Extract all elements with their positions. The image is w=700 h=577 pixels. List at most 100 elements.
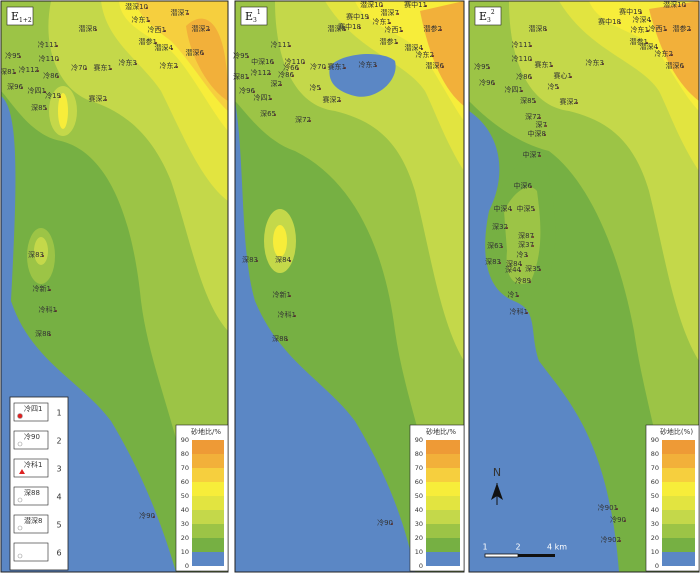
legend-number: 5 — [56, 521, 61, 530]
well-point — [95, 29, 97, 31]
well-point — [146, 7, 148, 9]
well-point — [256, 260, 258, 262]
well-label: 深37 — [518, 240, 534, 249]
well-point — [526, 312, 528, 314]
well-label: 冷96 — [239, 86, 255, 95]
well-point — [442, 66, 444, 68]
well-point — [155, 42, 157, 44]
well-point — [253, 91, 255, 93]
well-point — [19, 56, 21, 58]
well-point — [425, 5, 427, 7]
scale-swatch — [192, 468, 224, 482]
well-label: 潜深4 — [640, 42, 659, 51]
scale-tick-label: 90 — [651, 436, 659, 444]
well-point — [45, 108, 47, 110]
well-point — [344, 29, 346, 31]
well-point — [570, 76, 572, 78]
well-label: 冷新1 — [273, 290, 291, 299]
scale-swatch — [192, 552, 224, 566]
well-label: 冷110 — [512, 54, 532, 63]
well-label: 深87 — [518, 231, 534, 240]
well-point — [544, 134, 546, 136]
well-point — [269, 73, 271, 75]
well-point — [21, 87, 23, 89]
well-point — [49, 289, 51, 291]
well-label: 冷四1 — [505, 85, 523, 94]
legend-marker — [17, 441, 23, 447]
well-label: 中深16 — [251, 57, 274, 66]
well-label: 深81 — [0, 67, 16, 76]
scale-swatch — [426, 510, 460, 524]
scale-tick-label: 20 — [651, 534, 659, 542]
scale-swatch — [662, 454, 695, 468]
scale-tick-label: 20 — [181, 534, 189, 542]
well-label: 冷110 — [285, 57, 305, 66]
scale-tick-label: 30 — [415, 520, 423, 528]
well-label: 冷90 — [377, 518, 393, 527]
well-label: 潜深4 — [155, 43, 174, 52]
panel-title-sub: 3 — [487, 17, 491, 24]
legend-symbol-box — [13, 430, 49, 450]
well-point — [499, 262, 501, 264]
well-point — [247, 77, 249, 79]
panel-title-box — [6, 6, 34, 26]
well-label: 冷东3 — [359, 60, 377, 69]
scale-title: 砂地比/% — [426, 427, 456, 436]
well-point — [526, 255, 528, 257]
well-label: 深88 — [35, 329, 51, 338]
well-label: 冷西1 — [148, 25, 166, 34]
well-label: 潜深4 — [405, 43, 424, 52]
well-label: 潜深6 — [186, 48, 205, 57]
north-arrow: N — [491, 466, 503, 505]
legend-well-label: 冷四1 — [24, 404, 42, 413]
well-point — [171, 48, 173, 50]
well-label: 深44 — [505, 265, 521, 274]
well-label: 冷西1 — [385, 25, 403, 34]
well-label: 冷90 — [610, 515, 626, 524]
scale-swatch — [662, 538, 695, 552]
well-point — [545, 29, 547, 31]
well-label: 潜深6 — [426, 61, 445, 70]
legend-number: 6 — [56, 549, 61, 558]
scale-label: 2 — [515, 543, 520, 552]
well-point — [247, 56, 249, 58]
scale-tick-label: 50 — [651, 492, 659, 500]
well-label: 潜深10 — [663, 0, 686, 9]
well-label: 深63 — [487, 241, 503, 250]
scale-tick-label: 60 — [651, 478, 659, 486]
scale-swatch — [192, 440, 224, 454]
legend-symbol-box — [13, 542, 49, 562]
legend-symbol-box — [13, 514, 49, 534]
legend-marker — [17, 525, 23, 531]
sand-ratio-zone — [275, 1, 464, 361]
well-point — [510, 209, 512, 211]
scale-swatch — [662, 482, 695, 496]
panel-title-sup: 2 — [491, 9, 495, 16]
legend-symbol-box — [13, 486, 49, 506]
scale-tick-label: 10 — [415, 548, 423, 556]
well-point — [56, 45, 58, 47]
well-point — [202, 53, 204, 55]
legend-number: 1 — [56, 409, 61, 418]
legend-number: 4 — [56, 493, 61, 502]
scale-swatch — [192, 482, 224, 496]
scale-tick-label: 40 — [651, 506, 659, 514]
scale-tick-label: 90 — [415, 436, 423, 444]
well-label: 潜深2 — [192, 24, 210, 33]
scale-swatch — [662, 440, 695, 454]
well-point — [493, 83, 495, 85]
sand-ratio-zone — [273, 225, 287, 257]
well-label: 赛深2 — [323, 95, 341, 104]
well-point — [309, 120, 311, 122]
well-label: 赛中19 — [346, 12, 369, 21]
well-label: 深84 — [506, 259, 522, 268]
well-point — [432, 55, 434, 57]
scale-swatch — [426, 496, 460, 510]
well-point — [280, 84, 282, 86]
well-label: 冷四1 — [254, 93, 272, 102]
well-point — [557, 87, 559, 89]
well-point — [689, 29, 691, 31]
scale-tick-label: 80 — [651, 450, 659, 458]
scale-swatch — [662, 524, 695, 538]
